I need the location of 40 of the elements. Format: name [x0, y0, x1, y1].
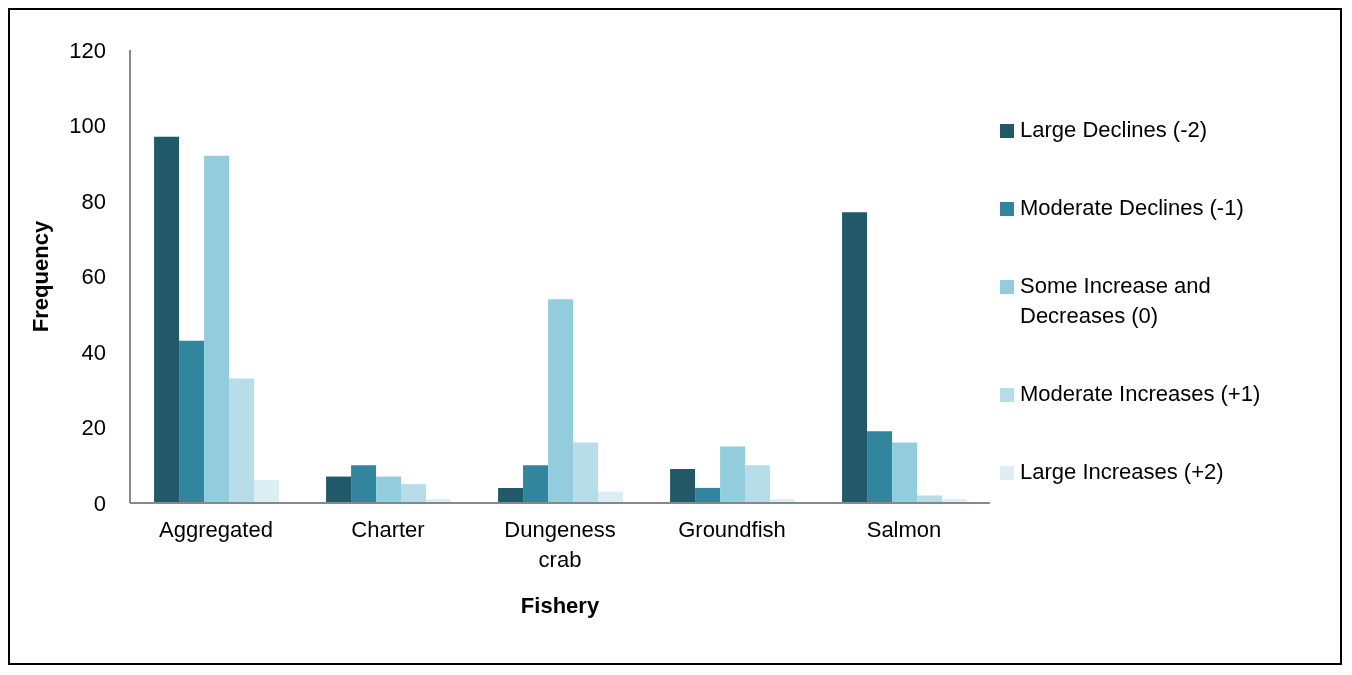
x-axis-title: Fishery	[520, 593, 600, 618]
bar	[523, 465, 549, 503]
bar	[842, 212, 868, 503]
bar	[376, 476, 402, 503]
bar	[917, 495, 943, 503]
x-tick-label: Salmon	[866, 517, 942, 542]
y-tick-label: 60	[81, 264, 106, 290]
y-axis-title: Frequency	[27, 220, 53, 333]
x-tick-label: Charter	[351, 517, 425, 542]
bar	[179, 340, 205, 503]
bar	[892, 442, 918, 503]
bar	[720, 446, 746, 503]
bar	[498, 487, 524, 503]
legend-label: Moderate Declines (-1)	[1020, 194, 1244, 222]
x-tick-label: Aggregated	[159, 517, 273, 542]
bar	[351, 465, 377, 503]
bar	[326, 476, 352, 503]
bar	[154, 136, 180, 503]
bar	[670, 469, 696, 503]
bar	[573, 442, 599, 503]
bar	[745, 465, 771, 503]
bar	[401, 484, 427, 503]
bar	[867, 431, 893, 503]
bar	[695, 487, 721, 503]
y-tick-label: 120	[69, 37, 106, 63]
y-tick-label: 0	[93, 490, 106, 516]
y-tick-label: 80	[81, 188, 106, 214]
legend-label: Some Increase and Decreases (0)	[1020, 272, 1212, 330]
bar	[254, 480, 280, 503]
x-tick-label: Dungeness crab	[504, 517, 616, 572]
x-tick-label: Groundfish	[678, 517, 786, 542]
bar	[229, 378, 255, 503]
legend-label: Large Increases (+2)	[1020, 458, 1224, 486]
y-tick-label: 40	[81, 339, 106, 365]
legend-label: Large Declines (-2)	[1020, 116, 1208, 144]
y-tick-label: 20	[81, 415, 106, 441]
bar	[204, 155, 230, 503]
y-tick-label: 100	[69, 113, 106, 139]
legend-label: Moderate Increases (+1)	[1020, 380, 1261, 408]
bar	[548, 299, 574, 503]
